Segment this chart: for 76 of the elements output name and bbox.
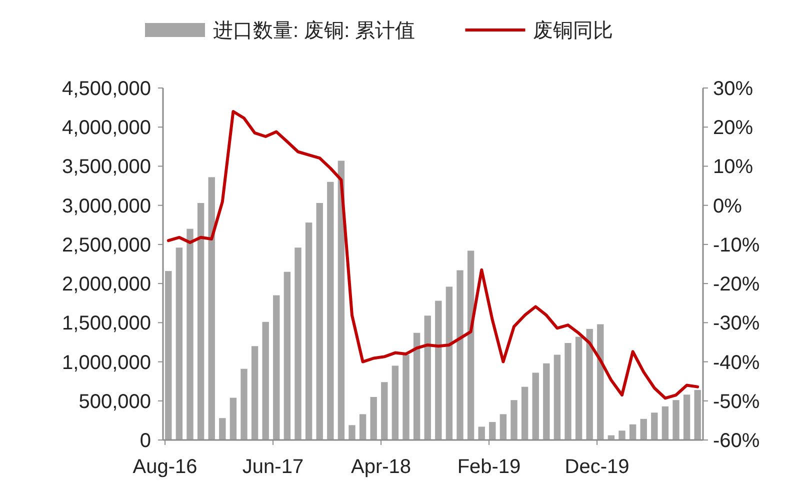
bar	[305, 222, 312, 440]
y2-tick-label: 20%	[713, 117, 754, 140]
bar	[327, 182, 334, 440]
bar	[273, 295, 280, 440]
bar	[478, 426, 485, 440]
bar	[316, 202, 323, 440]
y-tick-label: 1,000,000	[62, 352, 151, 374]
y2-tick-label: 30%	[713, 78, 754, 100]
legend-label: 废铜同比	[533, 20, 614, 42]
bar	[640, 418, 647, 440]
bar	[683, 394, 690, 440]
bar	[392, 366, 399, 440]
bar	[381, 382, 388, 440]
y-tick-label: 2,000,000	[62, 274, 151, 296]
bar	[618, 430, 626, 440]
bar	[186, 228, 194, 440]
bar	[165, 271, 172, 440]
y-tick-label: 1,500,000	[62, 312, 151, 335]
bar	[510, 400, 518, 440]
y-tick-label: 3,500,000	[62, 156, 151, 178]
bar	[219, 418, 226, 440]
bar	[629, 424, 636, 440]
bar	[240, 368, 248, 440]
bar	[489, 422, 496, 440]
x-tick-label: Aug-16	[132, 456, 198, 478]
x-tick-label: Apr-18	[350, 456, 412, 478]
bar	[294, 248, 302, 440]
y2-tick-label: 0%	[713, 195, 742, 218]
bar	[413, 332, 420, 440]
bar	[424, 316, 431, 440]
bar	[543, 363, 550, 440]
y2-tick-label: -30%	[713, 312, 760, 335]
y2-tick-label: -10%	[713, 234, 760, 256]
bar	[672, 400, 680, 440]
bar	[564, 343, 572, 440]
x-tick-label: Jun-17	[242, 456, 304, 478]
bar	[575, 336, 582, 440]
bar	[554, 354, 561, 440]
bar	[338, 160, 345, 440]
y-tick-label: 0	[140, 430, 151, 452]
x-tick-label: Dec-19	[564, 456, 630, 478]
bar	[251, 346, 258, 440]
bar	[467, 250, 474, 440]
bar	[662, 406, 669, 440]
legend-label: 进口数量: 废铜: 累计值	[213, 20, 416, 42]
bar	[197, 202, 204, 440]
y-tick-label: 4,500,000	[62, 78, 151, 100]
bar	[208, 177, 215, 440]
bar	[446, 286, 453, 440]
bar	[230, 398, 237, 440]
y2-tick-label: -60%	[713, 430, 760, 452]
y-tick-label: 3,000,000	[62, 195, 151, 218]
bar	[651, 412, 658, 440]
bar	[262, 322, 269, 440]
bar	[402, 354, 410, 440]
x-tick-label: Feb-19	[457, 456, 521, 478]
bar	[694, 390, 701, 440]
y-tick-label: 500,000	[78, 390, 151, 413]
bar	[370, 396, 377, 440]
bar	[597, 324, 604, 440]
bar	[500, 414, 507, 440]
bar	[586, 328, 593, 440]
y2-tick-label: -20%	[713, 274, 760, 296]
y-tick-label: 2,500,000	[62, 234, 151, 256]
bar	[359, 414, 366, 440]
bar	[348, 425, 356, 440]
bar	[456, 270, 464, 440]
bar	[532, 372, 539, 440]
y2-tick-label: -50%	[713, 390, 760, 413]
bar	[176, 248, 183, 440]
y2-tick-label: 10%	[713, 156, 754, 178]
y-tick-label: 4,000,000	[62, 117, 151, 140]
bar	[435, 300, 442, 440]
bar	[521, 386, 528, 440]
y2-tick-label: -40%	[713, 352, 760, 374]
bar	[284, 272, 291, 440]
